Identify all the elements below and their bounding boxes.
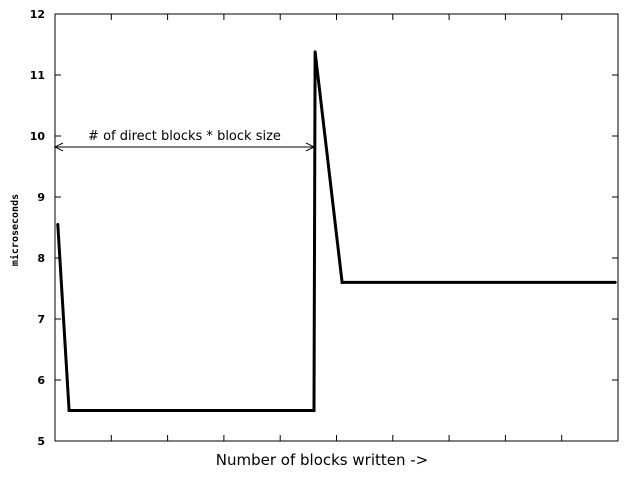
- y-tick-label: 9: [37, 191, 45, 204]
- data-point: [613, 280, 617, 284]
- x-axis-label: Number of blocks written ->: [216, 451, 428, 469]
- annotation-arrow-left-head: [53, 142, 64, 152]
- annotation-text: # of direct blocks * block size: [88, 129, 281, 144]
- series-line: [56, 51, 616, 412]
- x-ticks: [110, 14, 563, 441]
- y-tick-label: 7: [37, 313, 45, 326]
- data-point: [312, 409, 316, 412]
- y-tick-label: 10: [30, 130, 46, 143]
- y-tick-label: 5: [37, 435, 45, 448]
- data-point: [340, 280, 344, 284]
- data-point: [67, 409, 71, 412]
- y-tick-label: 6: [37, 374, 45, 387]
- y-tick-label: 11: [30, 69, 45, 82]
- annotation-group: # of direct blocks * block size: [53, 129, 316, 152]
- data-point: [56, 222, 60, 226]
- y-tick-label: 12: [30, 8, 45, 21]
- y-ticks: 5 6 7 8 9 10 11 12: [30, 8, 618, 448]
- y-axis-label: microseconds: [9, 194, 21, 266]
- annotation-arrow-right-head: [305, 142, 316, 152]
- data-point: [313, 50, 317, 54]
- series-layer: [56, 50, 617, 412]
- y-tick-label: 8: [37, 252, 45, 265]
